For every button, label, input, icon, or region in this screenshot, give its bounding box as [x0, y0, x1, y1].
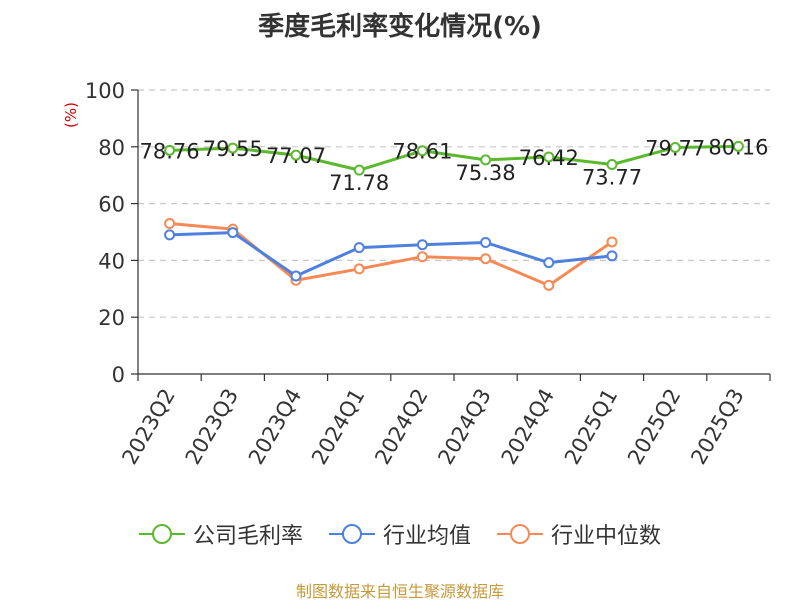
data-label: 75.38 — [456, 161, 516, 185]
data-point — [227, 227, 239, 239]
series-line — [169, 144, 739, 172]
data-point — [416, 251, 428, 263]
data-source-note: 制图数据来自恒生聚源数据库 — [295, 582, 504, 601]
legend-item-industry-mean[interactable]: 行业均值 — [328, 518, 471, 550]
y-tick-label: 40 — [98, 249, 125, 273]
data-point — [164, 229, 176, 241]
legend-label: 行业中位数 — [551, 524, 662, 549]
y-tick-label: 80 — [98, 136, 125, 160]
data-point — [290, 149, 302, 161]
legend-marker-icon — [138, 524, 185, 544]
data-point — [353, 242, 365, 254]
data-point — [416, 239, 428, 251]
legend-marker-icon — [328, 524, 375, 544]
x-tick-label: 2024Q4 — [497, 385, 559, 469]
data-point — [669, 141, 681, 153]
data-point — [227, 142, 239, 154]
chart-title: 季度毛利率变化情况(%) — [258, 12, 542, 42]
x-tick-label: 2024Q3 — [433, 384, 495, 468]
data-point — [480, 154, 492, 166]
series-line — [169, 231, 613, 278]
x-tick-label: 2025Q3 — [686, 385, 748, 469]
x-tick-label: 2024Q2 — [370, 385, 432, 469]
data-point — [606, 250, 618, 262]
x-tick-label: 2025Q2 — [623, 385, 685, 469]
legend-marker-icon — [497, 524, 543, 544]
chart-legend: 公司毛利率 行业均值 行业中位数 — [0, 518, 800, 550]
data-label: 78.61 — [392, 140, 452, 164]
data-label: 76.42 — [519, 146, 579, 170]
data-label: 71.78 — [329, 171, 389, 195]
x-tick-label: 2023Q2 — [117, 385, 179, 469]
data-point — [543, 279, 555, 291]
data-point — [732, 140, 744, 152]
data-label: 78.76 — [140, 139, 200, 163]
y-tick-label: 100 — [85, 79, 125, 103]
data-point — [606, 236, 618, 248]
data-point — [416, 145, 428, 157]
x-tick-label: 2025Q1 — [560, 385, 622, 469]
legend-label: 行业均值 — [382, 524, 471, 549]
series-line — [169, 221, 613, 287]
data-point — [353, 263, 365, 275]
data-point — [290, 270, 302, 282]
legend-item-industry-median[interactable]: 行业中位数 — [497, 518, 661, 550]
data-point — [480, 253, 492, 265]
data-point — [164, 217, 176, 229]
data-label: 80.16 — [708, 135, 768, 159]
data-label: 79.55 — [203, 137, 263, 161]
data-label: 79.77 — [645, 136, 705, 160]
y-tick-label: 60 — [98, 193, 125, 217]
data-point — [606, 158, 618, 170]
data-point — [543, 257, 555, 269]
data-point — [164, 144, 176, 156]
data-label: 77.07 — [266, 144, 326, 168]
legend-item-company[interactable]: 公司毛利率 — [138, 518, 303, 550]
y-tick-label: 0 — [112, 363, 125, 387]
x-tick-label: 2023Q4 — [244, 385, 306, 469]
data-point — [353, 164, 365, 176]
data-label: 73.77 — [582, 165, 642, 189]
legend-label: 公司毛利率 — [192, 524, 303, 549]
x-tick-label: 2023Q3 — [181, 385, 243, 469]
data-point — [480, 237, 492, 249]
data-point — [543, 151, 555, 163]
y-tick-label: 20 — [98, 306, 125, 330]
x-tick-label: 2024Q1 — [307, 385, 369, 469]
